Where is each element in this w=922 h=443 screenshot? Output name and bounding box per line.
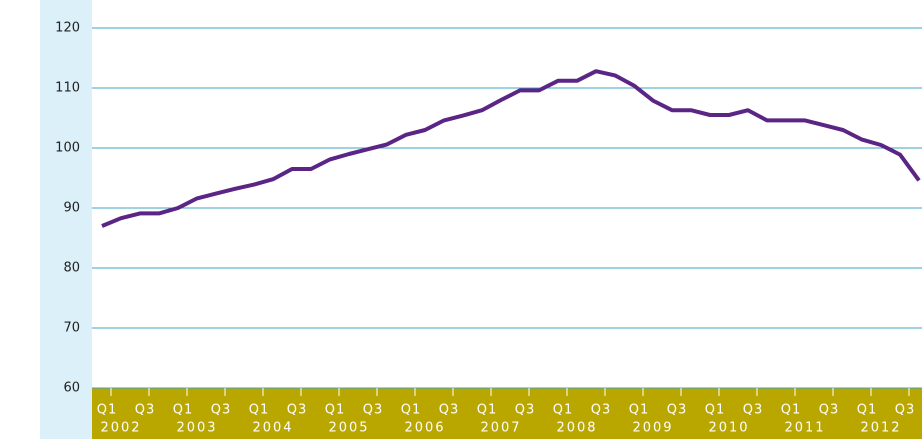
x-tick-label: Q3 xyxy=(439,403,460,418)
y-tick-label: 80 xyxy=(63,261,80,276)
x-tick-label: Q1 xyxy=(553,403,574,418)
x-year-label: 2006 xyxy=(404,421,445,436)
y-tick-label: 60 xyxy=(63,381,80,396)
x-tick-label: Q1 xyxy=(97,403,118,418)
x-tick-label: Q1 xyxy=(477,403,498,418)
y-tick-label: 100 xyxy=(55,141,80,156)
y-axis-panel xyxy=(40,0,92,439)
x-tick-label: Q3 xyxy=(743,403,764,418)
x-year-label: 2009 xyxy=(632,421,673,436)
x-tick-label: Q3 xyxy=(667,403,688,418)
x-year-label: 2010 xyxy=(708,421,749,436)
x-tick-label: Q1 xyxy=(629,403,650,418)
x-tick-label: Q1 xyxy=(857,403,878,418)
x-tick-label: Q3 xyxy=(515,403,536,418)
x-tick-label: Q3 xyxy=(895,403,916,418)
x-tick-label: Q3 xyxy=(591,403,612,418)
y-tick-label: 120 xyxy=(55,21,80,36)
x-tick-label: Q3 xyxy=(135,403,156,418)
y-tick-label: 110 xyxy=(55,81,80,96)
x-tick-label: Q1 xyxy=(401,403,422,418)
x-tick-label: Q3 xyxy=(819,403,840,418)
x-tick-label: Q1 xyxy=(325,403,346,418)
x-year-label: 2005 xyxy=(328,421,369,436)
x-tick-label: Q1 xyxy=(173,403,194,418)
x-year-label: 2004 xyxy=(252,421,293,436)
x-tick-label: Q1 xyxy=(781,403,802,418)
x-year-label: 2007 xyxy=(480,421,521,436)
x-tick-label: Q3 xyxy=(287,403,308,418)
y-tick-label: 90 xyxy=(63,201,80,216)
data-line xyxy=(101,69,921,228)
x-tick-label: Q1 xyxy=(249,403,270,418)
x-year-label: 2012 xyxy=(860,421,901,436)
x-tick-label: Q3 xyxy=(211,403,232,418)
y-tick-label: 70 xyxy=(63,321,80,336)
x-tick-label: Q1 xyxy=(705,403,726,418)
x-year-label: 2003 xyxy=(176,421,217,436)
x-tick-label: Q3 xyxy=(363,403,384,418)
x-year-label: 2002 xyxy=(100,421,141,436)
x-year-label: 2011 xyxy=(784,421,825,436)
x-axis-band xyxy=(92,388,922,439)
x-year-label: 2008 xyxy=(556,421,597,436)
